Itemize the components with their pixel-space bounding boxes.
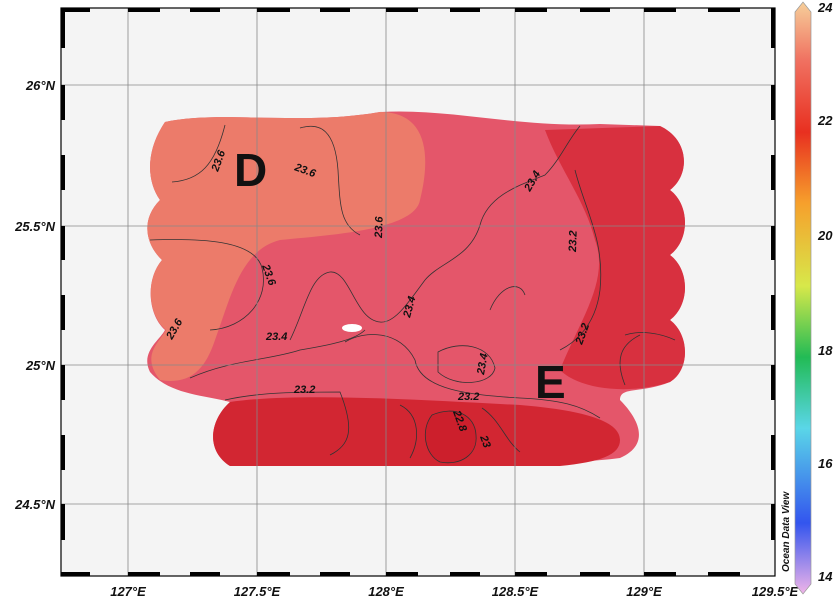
y-tick-label: 25°N: [25, 358, 56, 373]
contour-label: 23.2: [457, 391, 479, 403]
y-tick-label: 26°N: [25, 78, 56, 93]
x-tick-label: 127.5°E: [234, 584, 281, 599]
grid-lines: [61, 8, 775, 576]
contour-line: [171, 124, 226, 183]
contour-line: [224, 391, 349, 456]
ocean-data-view-watermark: Ocean Data View: [781, 491, 792, 572]
temperature-field: [147, 111, 685, 467]
contour-line: [344, 334, 601, 419]
map-frame: [60, 7, 776, 577]
field-warm-west: [147, 112, 426, 381]
x-axis-labels: 127°E 127.5°E 128°E 128.5°E 129°E 129.5°…: [110, 584, 798, 599]
contour-label: 23.4: [265, 331, 287, 343]
colorbar-body: [794, 1, 812, 595]
x-tick-label: 128°E: [368, 584, 404, 599]
contour-label: 23.6: [373, 215, 386, 239]
contour-line: [299, 125, 361, 236]
y-tick-label: 25.5°N: [14, 219, 56, 234]
colorbar-tick-label: 24: [817, 0, 833, 15]
contour-line: [559, 169, 602, 351]
field-dark-east: [545, 126, 685, 390]
station-label-d: D: [234, 144, 267, 196]
station-label-e: E: [535, 356, 566, 408]
contour-line: [437, 345, 496, 383]
field-hot-spot: [425, 411, 477, 463]
y-axis-labels: 26°N 25.5°N 25°N 24.5°N: [14, 78, 56, 512]
contour-line: [624, 332, 676, 341]
colorbar-tick-label: 16: [818, 456, 833, 471]
contour-label: 23.4: [475, 352, 491, 376]
contour-label: 23.2: [293, 384, 315, 396]
contour-line: [149, 239, 264, 331]
field-hole: [342, 324, 362, 332]
x-tick-label: 129.5°E: [752, 584, 799, 599]
contour-label: 23.2: [567, 230, 580, 253]
x-tick-label: 128.5°E: [492, 584, 539, 599]
contour-line: [189, 329, 366, 379]
y-tick-label: 24.5°N: [14, 497, 56, 512]
colorbar: 24 22 20 18 16 14: [794, 0, 833, 595]
colorbar-tick-label: 18: [818, 343, 833, 358]
colorbar-tick-label: 20: [817, 228, 833, 243]
contour-lines: [149, 124, 676, 464]
colorbar-tick-label: 14: [818, 569, 833, 584]
x-tick-label: 129°E: [626, 584, 662, 599]
contour-line: [481, 407, 521, 453]
contour-labels: 23.6 23.6 23.6 23.6 23.4 23.4 23.4 23.4 …: [164, 148, 592, 450]
contour-label: 23: [477, 433, 493, 450]
contour-line: [424, 410, 477, 464]
colorbar-tick-label: 22: [817, 113, 833, 128]
contour-line: [619, 334, 641, 386]
colorbar-labels: 24 22 20 18 16 14: [817, 0, 833, 584]
contour-line: [289, 125, 581, 341]
x-tick-label: 127°E: [110, 584, 146, 599]
contour-label: 23.4: [401, 295, 418, 320]
contour-line: [399, 404, 417, 459]
contour-line: [489, 286, 526, 311]
